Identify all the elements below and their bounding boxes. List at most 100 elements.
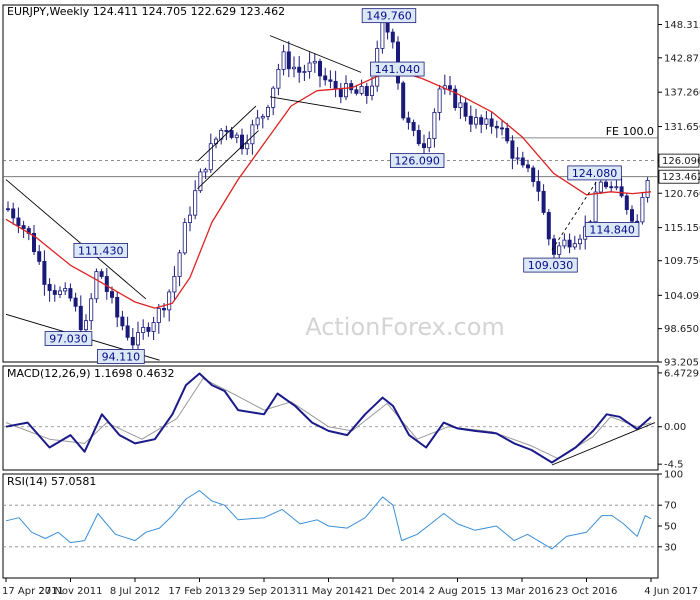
candle-body [578,238,583,245]
candle-body [110,291,115,298]
macd-y-tick-label: -4.5 [664,460,684,471]
price-y-tick-label: 131.650 [664,122,700,133]
price-annotation-box [584,222,640,237]
rsi-title: RSI(14) 57.0581 [7,475,96,488]
x-axis-label: 21 Dec 2014 [361,586,425,597]
candle [32,224,37,256]
candle-body [130,336,135,346]
price-tag-text: 123.462 [662,172,700,183]
candle [427,131,432,153]
macd-y-tick-label: 0.00 [664,422,686,433]
watermark: ActionForex.com [305,313,505,341]
price-annotation-text: 126.090 [394,155,440,168]
candle-body [624,195,629,210]
price-annotation: 94.110 [97,349,145,364]
candle-body [572,243,577,248]
rsi-line [5,490,652,550]
candle-body [198,171,203,192]
candle-body [364,86,369,96]
candle-body [68,288,73,299]
candle [6,201,11,212]
price-annotation-text: 111.430 [78,244,124,257]
candle [11,202,16,225]
candle-body [307,62,312,72]
candle-body [229,130,234,138]
candle [447,76,452,96]
candle [276,63,281,96]
candle [473,108,478,129]
candle-body [58,290,63,295]
candle [307,52,312,79]
candle-body [531,167,536,182]
candle [58,286,63,298]
candle-body [203,169,208,173]
macd-y-tick-label: 6.4729 [664,368,699,379]
candle [458,95,463,119]
candle [141,319,146,340]
candle-body [385,22,390,33]
candle [146,322,151,337]
candle-body [614,186,619,189]
candle-body [390,31,395,43]
candle-body [245,143,250,150]
candle-body [167,291,172,311]
candle-body [276,68,281,89]
candle [115,291,120,328]
x-axis-label: 27 Nov 2011 [38,586,102,597]
candle-body [115,296,120,318]
candle [416,124,421,146]
candle [73,292,78,312]
candle [224,125,229,141]
candle [245,134,250,155]
candle [255,109,260,130]
price-y-tick-label: 137.260 [664,88,700,99]
price-tag: 126.090 [658,153,700,168]
candle [312,53,317,73]
price-annotation-box [567,165,622,181]
candle-body [526,164,531,169]
candle-body [333,80,338,89]
candle-body [468,115,473,125]
price-annotation-text: 141.040 [375,63,421,76]
candle-body [260,116,265,119]
price-y-tick-label: 142.875 [664,53,700,64]
price-annotation-text: 109.030 [528,259,574,272]
candle-body [177,252,182,277]
candle [120,310,125,331]
candle [484,111,489,130]
candle [68,283,73,302]
candle-body [37,251,42,262]
price-tag-box [658,169,700,184]
candle-body [520,157,525,166]
candle [359,79,364,96]
price-annotation-box [389,153,445,169]
candle-body [411,122,416,131]
candle-body [32,232,37,253]
candle [541,184,546,215]
candle-body [312,60,317,64]
candle-body [156,308,161,323]
candle [333,70,338,98]
fe-annotation: FE 100.0 [606,125,654,138]
candle [390,28,395,49]
candle-body [453,88,458,108]
x-axis-label: 8 Jul 2012 [110,586,160,597]
candle-body [567,239,572,248]
moving-average-line [5,68,652,309]
candle [468,105,473,133]
trendline [197,105,257,162]
candle-body [146,327,151,332]
candle [536,170,541,202]
candle [271,86,276,116]
rsi-y-tick-label: 30 [664,542,677,553]
candle [328,70,333,89]
candle-body [463,102,468,117]
candle [364,82,369,104]
candle [645,177,650,203]
candle-body [141,327,146,333]
candle [432,108,437,148]
candle-body [447,85,452,90]
price-annotation-box [97,349,145,364]
candle-body [401,82,406,119]
